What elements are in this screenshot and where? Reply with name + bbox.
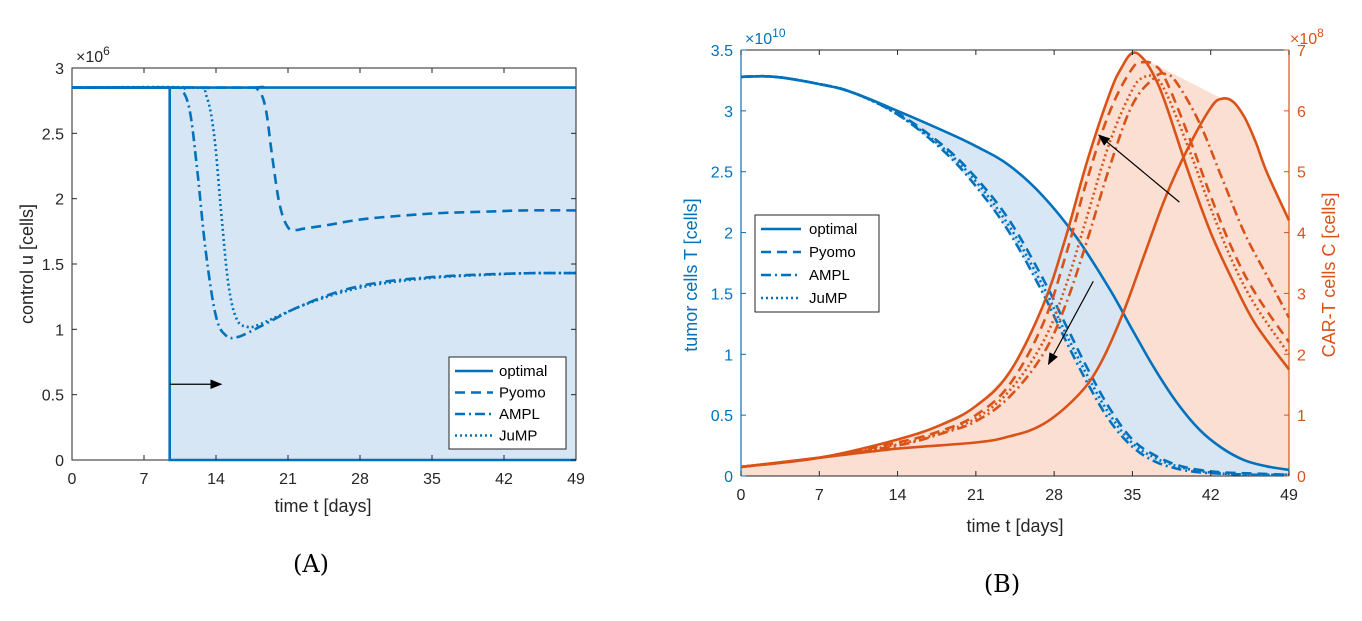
chart-a-xtick-label: 0: [68, 471, 77, 488]
chart-b-ytick-left-label: 3.5: [711, 43, 733, 60]
chart-b-ytick-left-label: 1: [724, 347, 733, 364]
chart-b-ytick-right-label: 1: [1297, 408, 1306, 425]
chart-b-annotations: [1047, 134, 1180, 366]
chart-b-xtick-label: 42: [1202, 487, 1220, 504]
chart-a-series-jump: [71, 85, 577, 329]
chart-a-ytick-label: 1.5: [42, 257, 64, 274]
chart-b-legend-label: Pyomo: [809, 244, 856, 261]
chart-b-legend-label: AMPL: [809, 267, 850, 284]
chart-b-xtick-label: 7: [815, 487, 824, 504]
chart-b-ytick-right-label: 7: [1297, 43, 1306, 60]
chart-a-series: [71, 85, 577, 462]
chart-b-ytick-left-label: 3: [724, 104, 733, 121]
chart-b-ytick-right-label: 3: [1297, 286, 1306, 303]
chart-a-xtick-label: 7: [140, 471, 149, 488]
chart-a-ticks: 0 7 14 21 28 35 42 49 0 0.5 1 1.5 2 2.5 3: [42, 61, 585, 488]
chart-b-xtick-label: 21: [967, 487, 985, 504]
chart-b-cart-ampl: [740, 72, 1291, 469]
chart-b-ytick-left-label: 0.5: [711, 408, 733, 425]
chart-b-ytick-right-label: 5: [1297, 165, 1306, 182]
chart-b-cart-main: [740, 51, 1291, 469]
chart-a-ytick-label: 3: [55, 61, 64, 78]
chart-b-tumor-fill: [741, 76, 1289, 475]
chart-b-axes-frame: [740, 49, 1290, 477]
chart-a-ytick-label: 0.5: [42, 388, 64, 405]
chart-b-legend: optimal Pyomo AMPL JuMP: [754, 214, 880, 313]
chart-a-legend-label: optimal: [499, 363, 547, 380]
chart-b-legend-label: JuMP: [809, 290, 847, 307]
chart-a-ytick-label: 2: [55, 192, 64, 209]
chart-b-legend-box: [754, 214, 880, 313]
chart-a-legend-label: AMPL: [499, 406, 540, 423]
chart-b-cart-pyomo: [740, 60, 1291, 469]
chart-b-xtick-label: 49: [1280, 487, 1298, 504]
chart-a-xlabel: time t [days]: [274, 496, 371, 516]
chart-b-ytick-left-label: 2.5: [711, 165, 733, 182]
chart-a-ytick-label: 2.5: [42, 126, 64, 143]
chart-a-caption: (A): [293, 550, 329, 578]
chart-a-ylabel: control u [cells]: [17, 204, 37, 324]
chart-a-exponent: ×106: [76, 44, 110, 66]
chart-b-ytick-right-label: 0: [1297, 469, 1306, 486]
chart-b-ylabel-right: CAR-T cells C [cells]: [1319, 193, 1339, 358]
chart-b-arrow-1: [1097, 134, 1180, 203]
chart-b-ytick-right-label: 4: [1297, 226, 1306, 243]
chart-b-right-exponent: ×108: [1290, 26, 1324, 48]
chart-a-xtick-label: 35: [423, 471, 441, 488]
chart-b-ytick-right-label: 6: [1297, 104, 1306, 121]
chart-b-ytick-left-label: 2: [724, 226, 733, 243]
chart-b-xtick-label: 28: [1045, 487, 1063, 504]
chart-a-legend-label: JuMP: [499, 428, 537, 445]
chart-b-tumor-jump: [740, 74, 1290, 477]
chart-a-legend-label: Pyomo: [499, 385, 546, 402]
chart-b-series: [740, 51, 1291, 477]
chart-a: 0 7 14 21 28 35 42 49 0 0.5 1 1.5 2 2.5 3 ×106 time t …: [17, 44, 585, 578]
chart-b-ytick-left-label: 1.5: [711, 286, 733, 303]
chart-b-arrow-2: [1047, 280, 1094, 366]
chart-a-xtick-label: 21: [279, 471, 297, 488]
chart-b-xtick-label: 0: [737, 487, 746, 504]
chart-b-cart-optimal: [740, 96, 1291, 469]
chart-a-series-ampl: [71, 85, 577, 340]
chart-b-ylabel-left: tumor cells T [cells]: [681, 198, 701, 351]
chart-b-caption: (B): [984, 570, 1020, 598]
chart-b-left-exponent: ×1010: [745, 26, 786, 48]
chart-a-ytick-label: 0: [55, 453, 64, 470]
chart-a-legend-box: [448, 356, 567, 450]
chart-b-ytick-right-label: 2: [1297, 347, 1306, 364]
chart-a-legend: optimal Pyomo AMPL JuMP: [448, 356, 567, 450]
chart-a-xtick-label: 42: [495, 471, 513, 488]
chart-b-xtick-label: 35: [1124, 487, 1142, 504]
chart-b-xtick-label: 14: [889, 487, 907, 504]
chart-a-ytick-label: 1: [55, 322, 64, 339]
chart-b-legend-label: optimal: [809, 221, 857, 238]
chart-b-xlabel: time t [days]: [966, 516, 1063, 536]
chart-b-ytick-left-label: 0: [724, 469, 733, 486]
chart-a-xtick-label: 14: [207, 471, 225, 488]
chart-b-shaded-regions: [741, 53, 1289, 476]
chart-a-xtick-label: 49: [567, 471, 585, 488]
chart-a-xtick-label: 28: [351, 471, 369, 488]
